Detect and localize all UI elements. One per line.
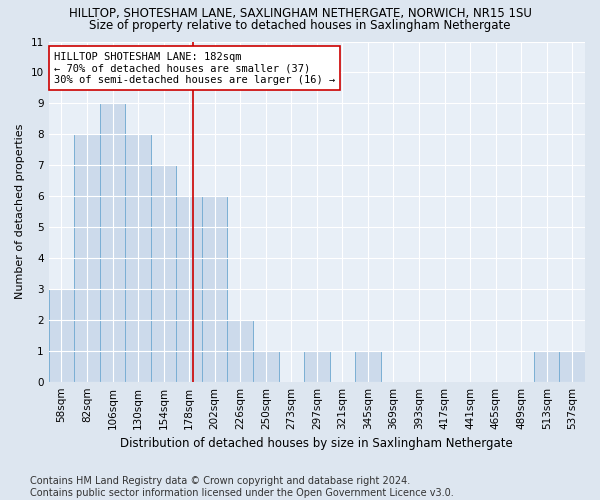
Bar <box>253 351 278 382</box>
Bar <box>176 196 202 382</box>
Text: Size of property relative to detached houses in Saxlingham Nethergate: Size of property relative to detached ho… <box>89 18 511 32</box>
Text: Contains HM Land Registry data © Crown copyright and database right 2024.
Contai: Contains HM Land Registry data © Crown c… <box>30 476 454 498</box>
Bar <box>227 320 253 382</box>
Bar <box>74 134 100 382</box>
Bar <box>534 351 559 382</box>
Bar <box>49 289 74 382</box>
Bar <box>125 134 151 382</box>
Bar <box>151 165 176 382</box>
X-axis label: Distribution of detached houses by size in Saxlingham Nethergate: Distribution of detached houses by size … <box>121 437 513 450</box>
Text: HILLTOP SHOTESHAM LANE: 182sqm
← 70% of detached houses are smaller (37)
30% of : HILLTOP SHOTESHAM LANE: 182sqm ← 70% of … <box>54 52 335 85</box>
Bar <box>559 351 585 382</box>
Bar <box>355 351 380 382</box>
Text: HILLTOP, SHOTESHAM LANE, SAXLINGHAM NETHERGATE, NORWICH, NR15 1SU: HILLTOP, SHOTESHAM LANE, SAXLINGHAM NETH… <box>68 8 532 20</box>
Bar <box>202 196 227 382</box>
Bar <box>100 104 125 382</box>
Bar <box>304 351 329 382</box>
Y-axis label: Number of detached properties: Number of detached properties <box>15 124 25 300</box>
